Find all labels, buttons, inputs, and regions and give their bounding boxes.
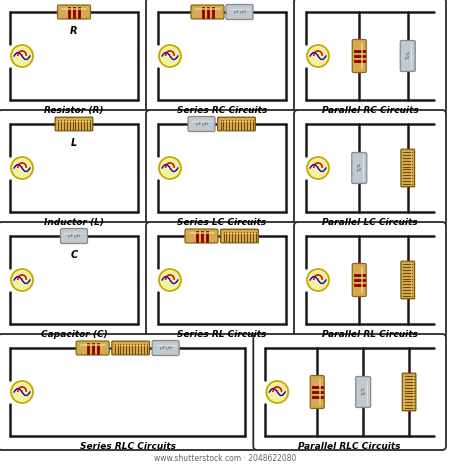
FancyBboxPatch shape [146,110,298,226]
FancyBboxPatch shape [152,341,179,356]
FancyBboxPatch shape [0,222,150,338]
FancyBboxPatch shape [218,117,255,131]
FancyBboxPatch shape [112,341,149,355]
FancyBboxPatch shape [310,376,324,409]
Circle shape [159,269,181,291]
Circle shape [266,381,288,403]
Text: Parallel LC Circuits: Parallel LC Circuits [322,218,418,227]
Circle shape [307,269,329,291]
Text: μF μΗ: μF μΗ [234,10,245,14]
Circle shape [307,45,329,67]
Text: Series LC Circuits: Series LC Circuits [177,218,266,227]
Text: Resistor (R): Resistor (R) [44,106,104,115]
FancyBboxPatch shape [146,0,298,114]
Text: μF
μΗ: μF μΗ [405,52,410,60]
Text: Inductor (L): Inductor (L) [44,218,104,227]
Circle shape [307,157,329,179]
FancyBboxPatch shape [0,110,150,226]
Circle shape [159,45,181,67]
Text: Parallel RL Circuits: Parallel RL Circuits [322,330,418,339]
Text: μF μΗ: μF μΗ [196,122,207,126]
Circle shape [11,381,33,403]
FancyBboxPatch shape [0,0,150,114]
Text: L: L [71,138,77,148]
Text: R: R [70,26,78,36]
FancyBboxPatch shape [226,5,253,20]
FancyBboxPatch shape [0,334,257,450]
Text: www.shutterstock.com · 2048622080: www.shutterstock.com · 2048622080 [154,454,296,463]
Text: μF μΗ: μF μΗ [160,346,171,350]
FancyBboxPatch shape [400,41,415,71]
FancyBboxPatch shape [60,228,87,244]
FancyBboxPatch shape [220,229,258,243]
FancyBboxPatch shape [185,229,218,243]
FancyBboxPatch shape [352,40,366,73]
Circle shape [11,45,33,67]
Text: μF μΗ: μF μΗ [68,234,80,238]
FancyBboxPatch shape [191,5,224,19]
FancyBboxPatch shape [294,222,446,338]
FancyBboxPatch shape [55,117,93,131]
FancyBboxPatch shape [352,263,366,296]
Text: μF
μΗ: μF μΗ [360,388,366,396]
Text: Parallel RLC Circuits: Parallel RLC Circuits [298,442,401,451]
FancyBboxPatch shape [146,222,298,338]
FancyBboxPatch shape [253,334,446,450]
FancyBboxPatch shape [401,149,414,187]
Circle shape [159,157,181,179]
FancyBboxPatch shape [401,261,414,299]
Text: Series RL Circuits: Series RL Circuits [177,330,267,339]
FancyBboxPatch shape [58,5,90,19]
FancyBboxPatch shape [76,341,109,355]
FancyBboxPatch shape [356,377,371,407]
Text: Series RC Circuits: Series RC Circuits [177,106,267,115]
FancyBboxPatch shape [294,110,446,226]
Text: Capacitor (C): Capacitor (C) [40,330,108,339]
FancyBboxPatch shape [352,152,367,184]
FancyBboxPatch shape [402,373,416,411]
Circle shape [11,157,33,179]
FancyBboxPatch shape [188,116,215,131]
Text: Parallel RC Circuits: Parallel RC Circuits [322,106,419,115]
Text: μF
μΗ: μF μΗ [356,164,362,172]
FancyBboxPatch shape [294,0,446,114]
Text: Series RLC Circuits: Series RLC Circuits [80,442,176,451]
Circle shape [11,269,33,291]
Text: C: C [71,250,77,260]
